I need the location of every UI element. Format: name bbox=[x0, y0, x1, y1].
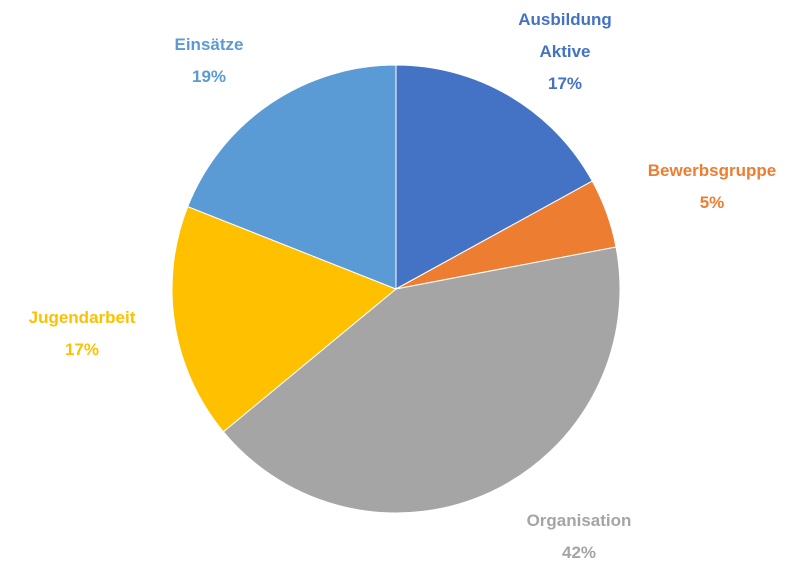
pie-slice bbox=[222, 246, 621, 514]
category-name: Organisation bbox=[526, 511, 632, 530]
slice-label: Ausbildung Aktive 17% bbox=[515, 4, 615, 100]
slice-label: Bewerbsgruppe 5% bbox=[647, 155, 777, 219]
category-name: Ausbildung Aktive bbox=[518, 10, 612, 61]
value-label: 17% bbox=[64, 340, 100, 359]
value-label: 42% bbox=[561, 543, 597, 562]
slice-label: Einsätze 19% bbox=[144, 29, 274, 93]
pie-slice bbox=[171, 205, 397, 433]
pie-slice bbox=[187, 64, 397, 290]
category-name: Jugendarbeit bbox=[28, 308, 136, 327]
value-label: 19% bbox=[191, 67, 227, 86]
value-label: 5% bbox=[699, 193, 725, 212]
value-label: 17% bbox=[547, 74, 583, 93]
category-name: Einsätze bbox=[174, 35, 244, 54]
slice-label: Jugendarbeit 17% bbox=[17, 302, 147, 366]
slice-label: Organisation 42% bbox=[514, 505, 644, 569]
category-name: Bewerbsgruppe bbox=[647, 161, 777, 180]
pie-slice bbox=[395, 64, 593, 290]
